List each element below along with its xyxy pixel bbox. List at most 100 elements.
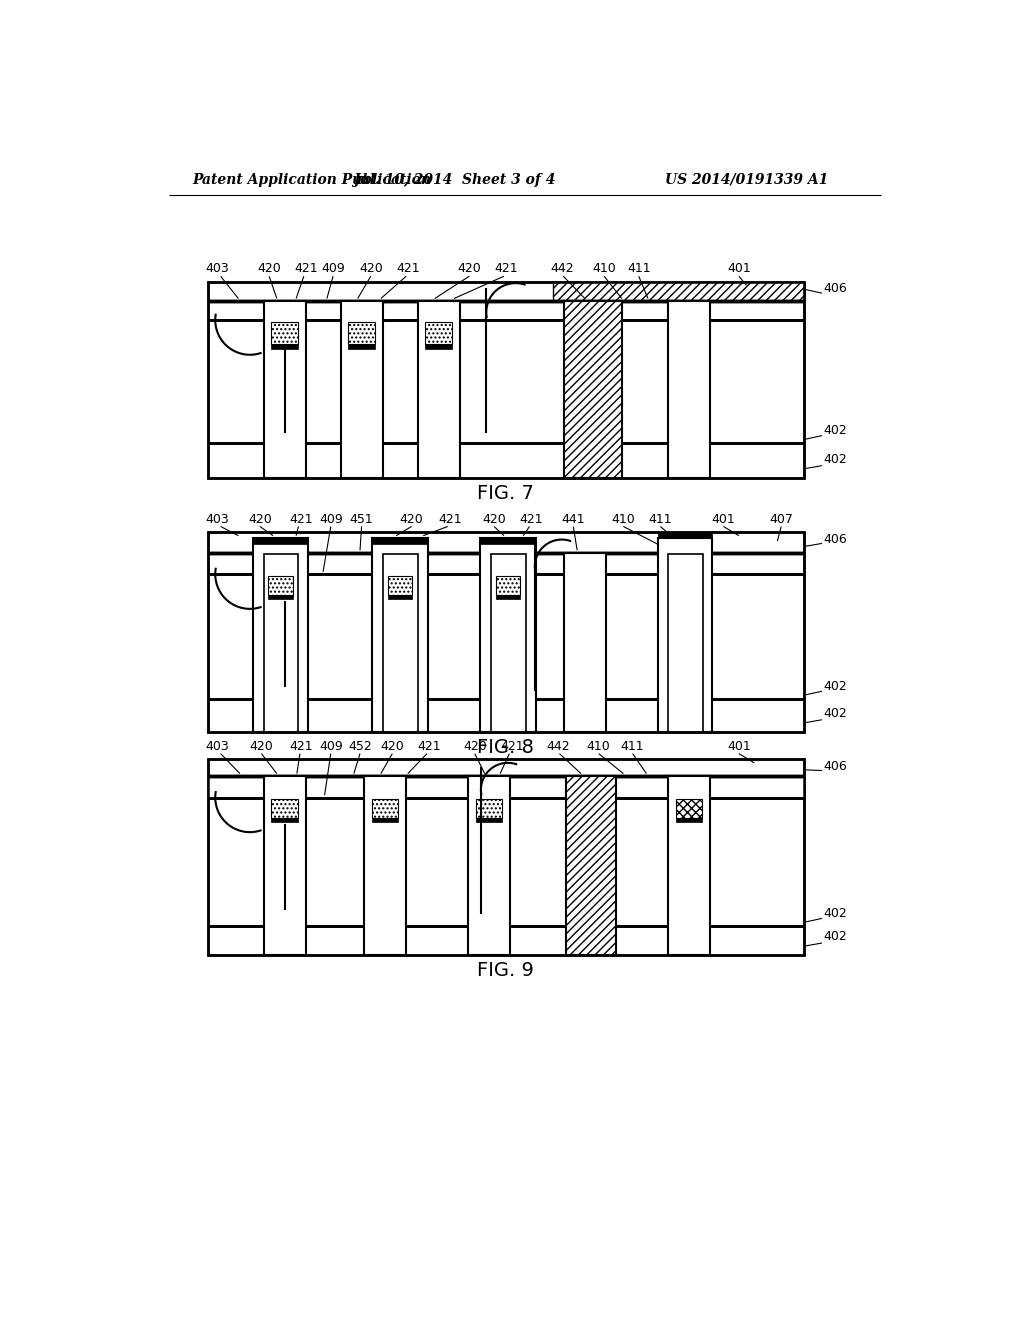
Bar (553, 281, 804, 301)
Bar (475, 818, 502, 822)
Text: 442: 442 (546, 739, 569, 752)
Text: Patent Application Publication: Patent Application Publication (193, 173, 431, 187)
Bar (271, 818, 298, 822)
Bar (567, 928, 614, 954)
Text: 420: 420 (248, 512, 271, 525)
Bar (372, 799, 397, 818)
Bar (208, 532, 804, 733)
Bar (383, 554, 418, 733)
Bar (388, 595, 413, 599)
Text: 420: 420 (359, 263, 383, 276)
Bar (659, 701, 711, 730)
Bar (676, 799, 701, 818)
Bar (490, 554, 525, 733)
Text: 402: 402 (823, 680, 847, 693)
Bar (348, 345, 376, 348)
Text: FIG. 7: FIG. 7 (477, 483, 534, 503)
Text: 420: 420 (257, 263, 281, 276)
Text: 411: 411 (621, 739, 644, 752)
Bar (208, 281, 804, 478)
Bar (208, 759, 804, 956)
Bar (388, 576, 413, 595)
Bar (565, 701, 605, 730)
Text: 442: 442 (550, 263, 573, 276)
Bar (264, 301, 306, 478)
Text: US 2014/0191339 A1: US 2014/0191339 A1 (665, 173, 828, 187)
Text: 421: 421 (294, 263, 317, 276)
Bar (670, 445, 709, 477)
Text: 420: 420 (381, 739, 404, 752)
Text: 420: 420 (482, 512, 506, 525)
Text: 421: 421 (500, 739, 523, 752)
Bar (564, 553, 606, 733)
Bar (373, 539, 428, 544)
Bar (480, 539, 536, 544)
Text: 421: 421 (519, 512, 543, 525)
Bar (496, 576, 520, 595)
Text: 401: 401 (727, 739, 751, 752)
Bar (341, 301, 383, 478)
Bar (268, 576, 293, 595)
Bar (496, 595, 520, 599)
Bar (264, 776, 306, 956)
Text: 409: 409 (322, 263, 345, 276)
Text: 406: 406 (823, 760, 847, 774)
Text: 402: 402 (823, 453, 847, 466)
Bar (425, 345, 453, 348)
Bar (668, 301, 711, 478)
Bar (670, 928, 709, 954)
Text: 411: 411 (648, 512, 672, 525)
Text: 406: 406 (823, 282, 847, 296)
Bar (364, 776, 407, 956)
Bar (208, 776, 562, 797)
Text: 402: 402 (823, 907, 847, 920)
Bar (270, 345, 298, 348)
Bar (348, 322, 376, 345)
Text: 403: 403 (206, 263, 229, 276)
Bar (264, 554, 298, 733)
Bar (425, 322, 453, 345)
Bar (658, 539, 712, 733)
Bar (480, 539, 536, 733)
Bar (253, 539, 308, 544)
Bar (565, 776, 615, 956)
Text: 410: 410 (587, 739, 610, 752)
Bar (668, 776, 711, 956)
Text: 451: 451 (349, 512, 374, 525)
Bar (270, 322, 298, 345)
Bar (253, 539, 308, 733)
Bar (268, 595, 293, 599)
Bar (271, 799, 298, 818)
Bar (373, 539, 428, 733)
Bar (208, 281, 804, 478)
Text: 411: 411 (627, 263, 650, 276)
Text: 403: 403 (206, 739, 229, 752)
Text: 401: 401 (712, 512, 735, 525)
Bar (658, 532, 712, 539)
Text: 410: 410 (611, 512, 635, 525)
Text: 402: 402 (823, 931, 847, 942)
Text: 421: 421 (495, 263, 518, 276)
Bar (468, 776, 510, 956)
Text: 407: 407 (769, 512, 794, 525)
Text: 406: 406 (823, 533, 847, 545)
Text: FIG. 8: FIG. 8 (477, 738, 534, 756)
Bar (668, 554, 702, 733)
Text: Jul. 10, 2014  Sheet 3 of 4: Jul. 10, 2014 Sheet 3 of 4 (353, 173, 555, 187)
Text: FIG. 9: FIG. 9 (477, 961, 534, 979)
Text: 441: 441 (561, 512, 585, 525)
Bar (475, 799, 502, 818)
Text: 402: 402 (823, 706, 847, 719)
Text: 402: 402 (823, 424, 847, 437)
Text: 420: 420 (463, 739, 486, 752)
Bar (372, 818, 397, 822)
Text: 421: 421 (418, 739, 441, 752)
Bar (418, 301, 460, 478)
Text: 421: 421 (290, 512, 313, 525)
Bar (565, 445, 621, 477)
Bar (676, 818, 701, 822)
Text: 401: 401 (727, 263, 751, 276)
Bar (208, 532, 804, 733)
Text: 410: 410 (592, 263, 616, 276)
Text: 421: 421 (438, 512, 462, 525)
